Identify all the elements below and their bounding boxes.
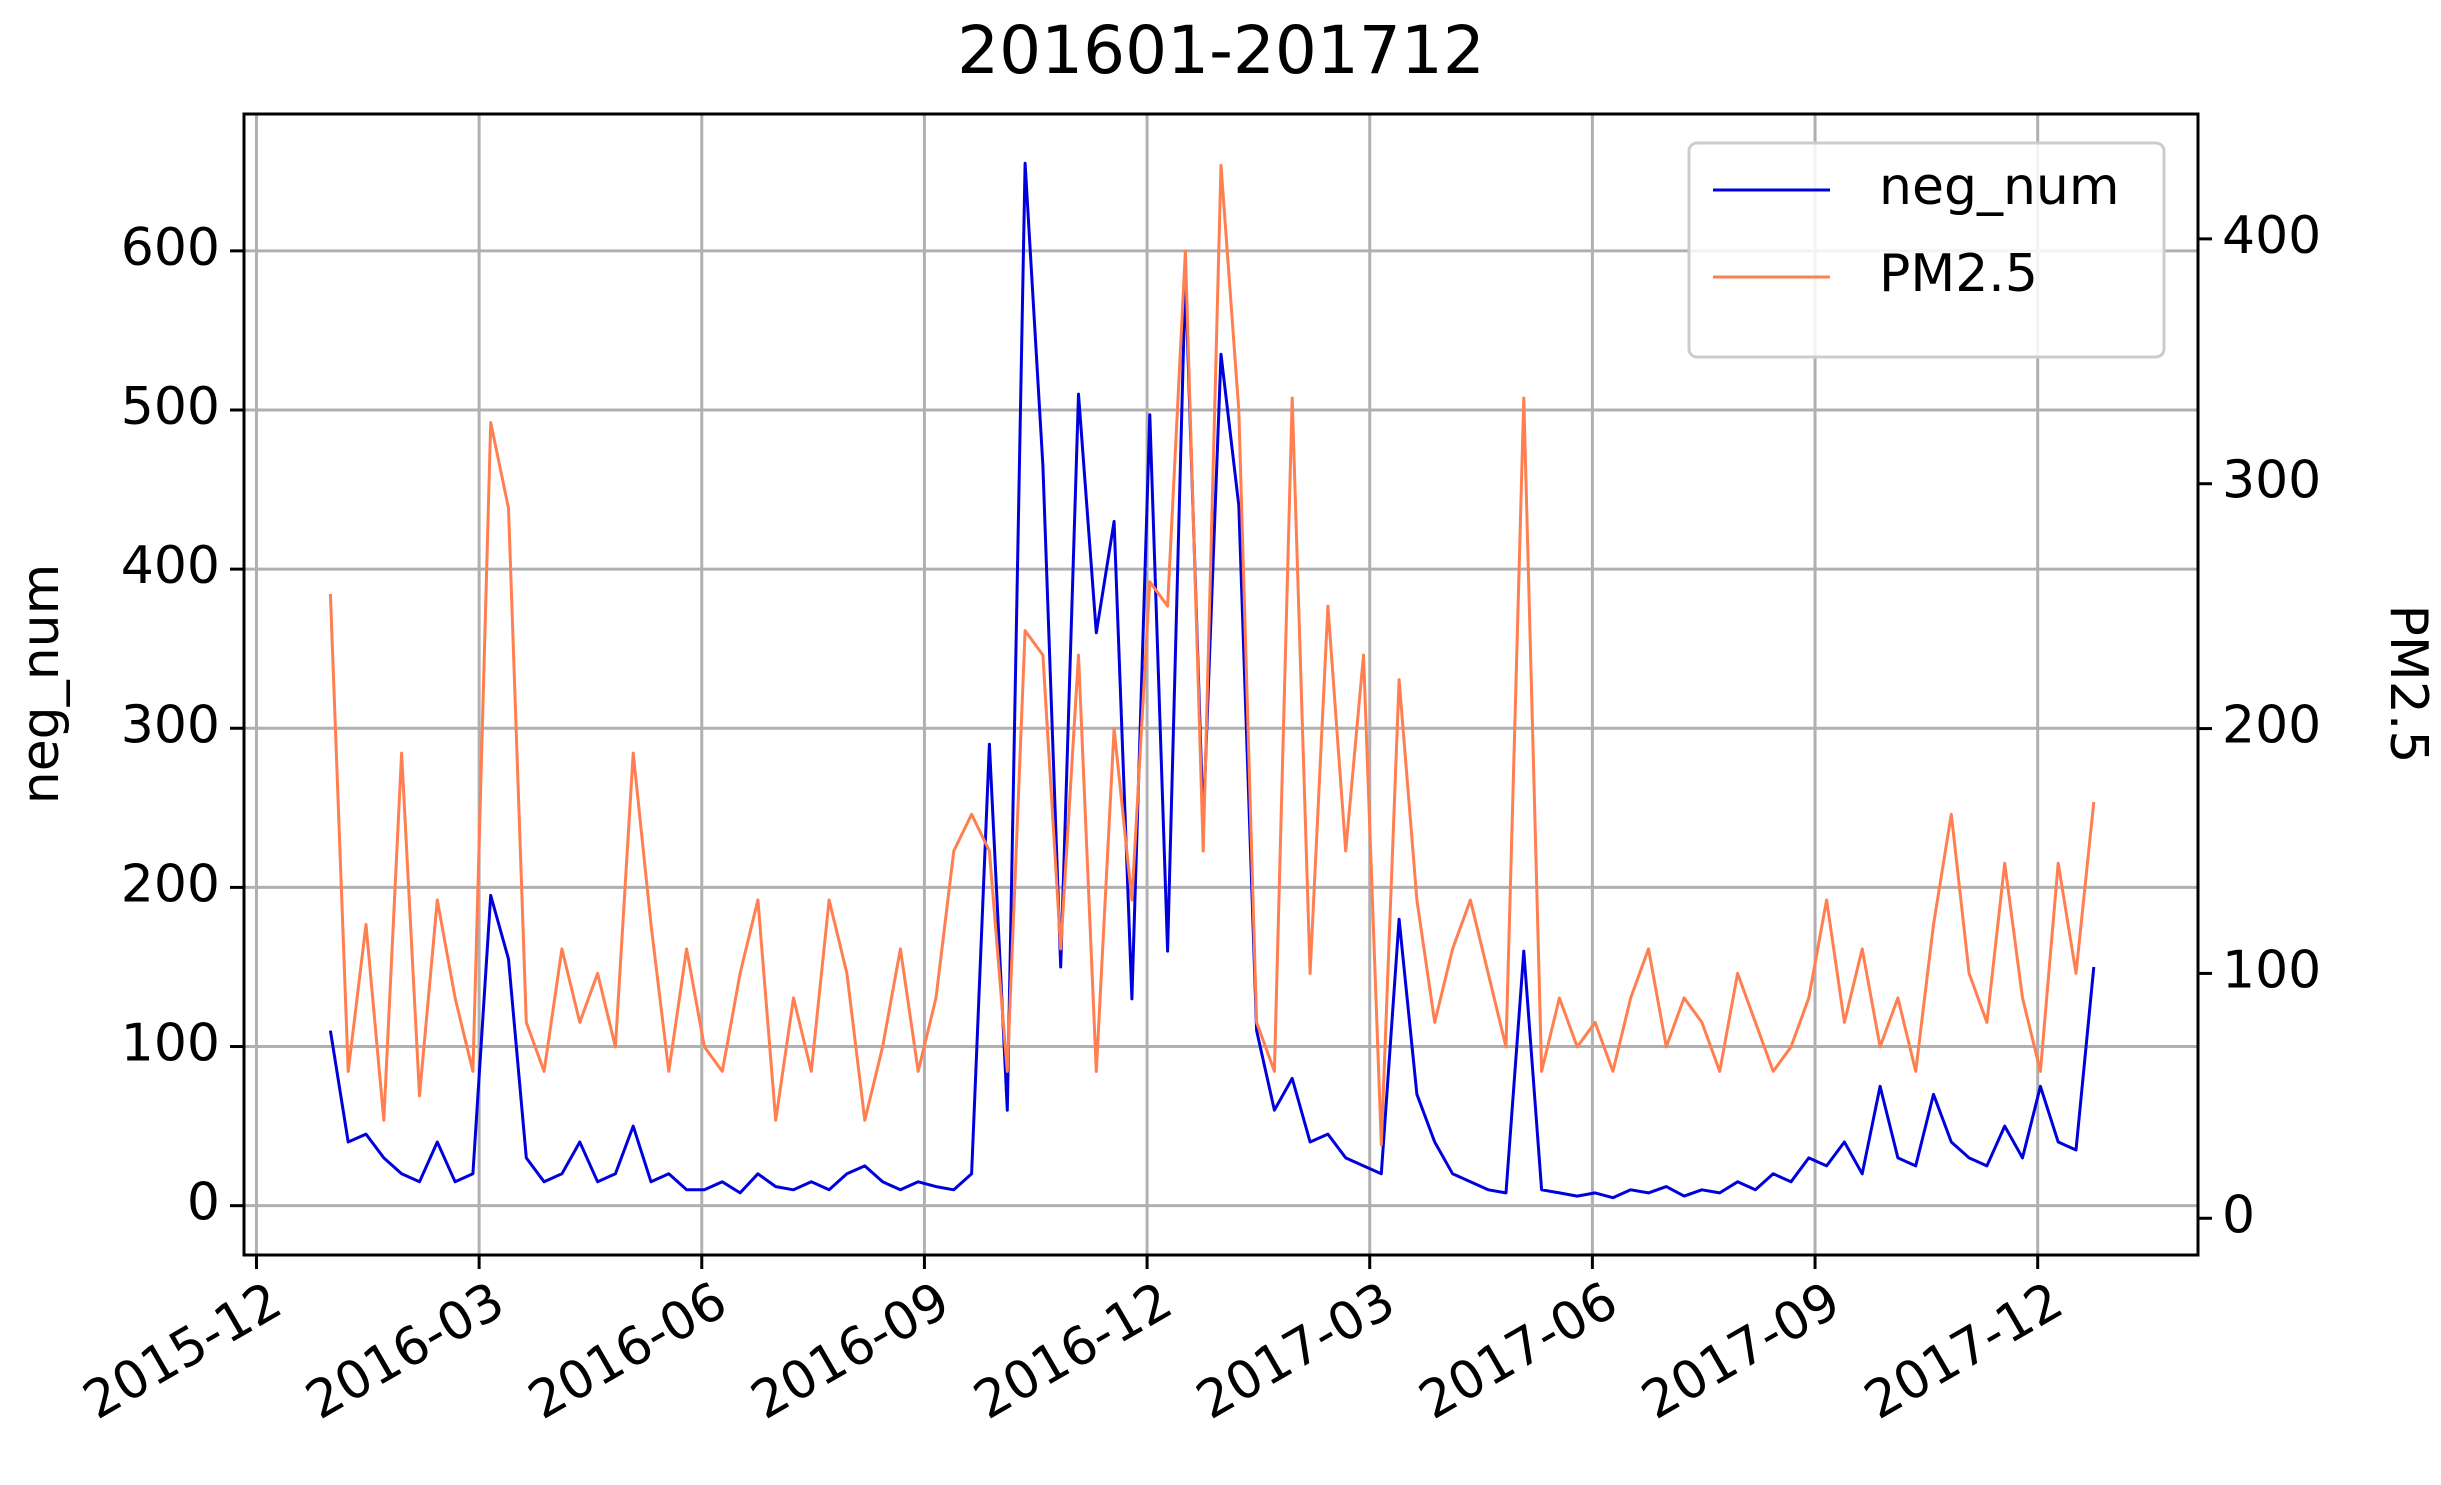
y-tick-label: 200	[121, 854, 220, 914]
chart-title: 201601-201712	[957, 12, 1485, 89]
x-tick-label: 2017-09	[1632, 1271, 1850, 1432]
y-tick-label: 300	[121, 695, 220, 755]
y-tick-label: 0	[187, 1173, 220, 1233]
y2-tick-label: 300	[2222, 451, 2321, 511]
legend-label: neg_num	[1879, 157, 2120, 217]
x-tick-label: 2016-09	[742, 1271, 960, 1432]
y2-tick-label: 100	[2222, 940, 2321, 1000]
legend: neg_num PM2.5	[1687, 141, 2166, 359]
y2-tick-label: 400	[2222, 206, 2321, 266]
y2-tick-label: 0	[2222, 1185, 2255, 1245]
y-tick-label: 100	[121, 1014, 220, 1074]
data-line	[328, 163, 2096, 1147]
legend-label: PM2.5	[1879, 244, 2038, 304]
x-tick-label: 2015-12	[74, 1271, 292, 1432]
y-tick-label: 500	[121, 377, 220, 437]
x-tick-label: 2017-03	[1187, 1271, 1405, 1432]
x-tick-label: 2017-06	[1410, 1271, 1628, 1432]
y-axis-label: neg_num	[11, 564, 71, 805]
data-line	[328, 161, 2096, 1200]
y2-axis-label: PM2.5	[2378, 605, 2438, 764]
y-tick-label: 400	[121, 536, 220, 596]
y2-tick-label: 200	[2222, 696, 2321, 756]
plot-frame	[242, 112, 2200, 1257]
y-tick-label: 600	[121, 218, 220, 278]
x-tick-label: 2016-06	[519, 1271, 737, 1432]
x-tick-label: 2016-03	[296, 1271, 514, 1432]
x-tick-label: 2017-12	[1855, 1271, 2073, 1432]
x-tick-label: 2016-12	[964, 1271, 1182, 1432]
legend-box	[1687, 141, 2166, 359]
